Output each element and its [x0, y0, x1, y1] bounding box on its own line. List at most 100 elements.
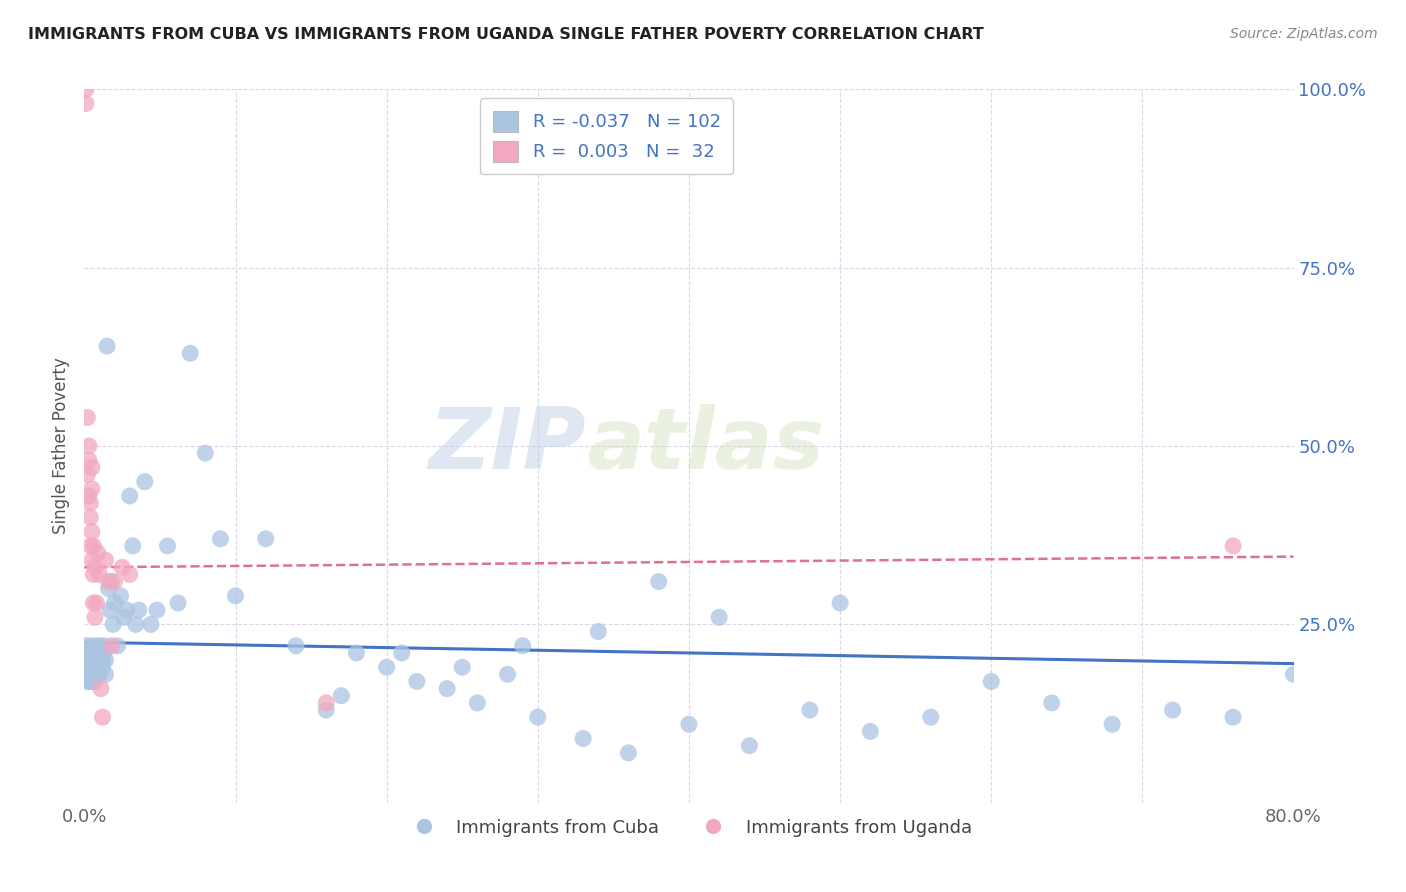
Point	[82, 653, 104, 667]
Point	[86, 596, 108, 610]
Point	[89, 653, 111, 667]
Point	[84, 560, 107, 574]
Point	[80, 482, 103, 496]
Point	[75, 82, 97, 96]
Point	[588, 624, 610, 639]
Text: Source: ZipAtlas.com: Source: ZipAtlas.com	[1230, 27, 1378, 41]
Point	[86, 653, 108, 667]
Point	[128, 603, 150, 617]
Point	[75, 96, 97, 111]
Point	[496, 667, 519, 681]
Point	[830, 596, 852, 610]
Point	[90, 646, 112, 660]
Point	[89, 667, 111, 681]
Point	[134, 475, 156, 489]
Point	[75, 660, 97, 674]
Y-axis label: Single Father Poverty: Single Father Poverty	[52, 358, 70, 534]
Point	[97, 574, 120, 589]
Point	[330, 689, 353, 703]
Point	[1161, 703, 1184, 717]
Point	[1101, 717, 1123, 731]
Point	[91, 653, 114, 667]
Point	[80, 553, 103, 567]
Point	[87, 667, 110, 681]
Point	[572, 731, 595, 746]
Point	[89, 567, 111, 582]
Point	[76, 410, 98, 425]
Point	[87, 646, 110, 660]
Point	[76, 646, 98, 660]
Point	[76, 653, 98, 667]
Point	[115, 603, 138, 617]
Point	[315, 703, 337, 717]
Point	[84, 667, 107, 681]
Point	[179, 346, 201, 360]
Point	[79, 496, 101, 510]
Point	[139, 617, 162, 632]
Point	[79, 660, 101, 674]
Point	[920, 710, 942, 724]
Point	[406, 674, 429, 689]
Point	[90, 653, 112, 667]
Point	[82, 646, 104, 660]
Point	[80, 653, 103, 667]
Point	[93, 639, 115, 653]
Point	[89, 660, 111, 674]
Point	[79, 639, 101, 653]
Point	[104, 574, 127, 589]
Point	[79, 539, 101, 553]
Point	[75, 646, 97, 660]
Point	[467, 696, 489, 710]
Point	[80, 524, 103, 539]
Point	[121, 539, 143, 553]
Point	[98, 603, 121, 617]
Point	[82, 667, 104, 681]
Point	[86, 660, 108, 674]
Point	[100, 574, 122, 589]
Point	[125, 617, 148, 632]
Point	[100, 639, 122, 653]
Legend: Immigrants from Cuba, Immigrants from Uganda: Immigrants from Cuba, Immigrants from Ug…	[398, 812, 980, 844]
Text: ZIP: ZIP	[429, 404, 586, 488]
Point	[87, 546, 110, 560]
Point	[285, 639, 308, 653]
Point	[315, 696, 337, 710]
Text: atlas: atlas	[586, 404, 824, 488]
Point	[678, 717, 700, 731]
Point	[80, 660, 103, 674]
Point	[80, 674, 103, 689]
Point	[84, 610, 107, 624]
Point	[94, 667, 117, 681]
Point	[209, 532, 232, 546]
Point	[156, 539, 179, 553]
Point	[82, 660, 104, 674]
Point	[94, 553, 117, 567]
Point	[86, 646, 108, 660]
Point	[1222, 710, 1244, 724]
Point	[96, 339, 118, 353]
Point	[79, 510, 101, 524]
Point	[82, 539, 104, 553]
Point	[84, 646, 107, 660]
Point	[76, 674, 98, 689]
Point	[110, 589, 132, 603]
Point	[648, 574, 671, 589]
Point	[82, 596, 104, 610]
Point	[167, 596, 190, 610]
Point	[80, 460, 103, 475]
Point	[80, 646, 103, 660]
Point	[146, 603, 169, 617]
Point	[89, 639, 111, 653]
Point	[709, 610, 731, 624]
Point	[738, 739, 761, 753]
Point	[436, 681, 458, 696]
Point	[79, 667, 101, 681]
Point	[111, 560, 134, 574]
Point	[77, 653, 100, 667]
Point	[94, 653, 117, 667]
Point	[512, 639, 534, 653]
Point	[254, 532, 277, 546]
Point	[84, 674, 107, 689]
Point	[77, 653, 100, 667]
Point	[118, 489, 141, 503]
